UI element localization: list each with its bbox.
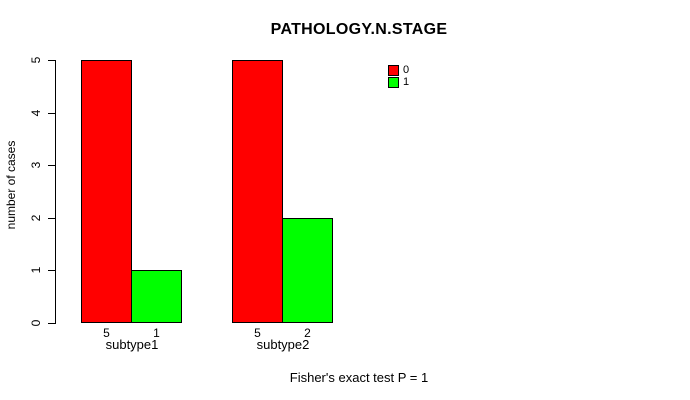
category-label-subtype2: subtype2: [256, 337, 310, 352]
legend-label: 0: [403, 64, 410, 76]
legend-item-0: 0: [388, 64, 409, 76]
legend-swatch-1: [388, 76, 399, 88]
y-axis-tick-label: 1: [29, 266, 43, 274]
category-label-subtype1: subtype1: [105, 337, 159, 352]
y-axis-tick: [48, 165, 55, 166]
bar-count-label: 5: [254, 326, 261, 340]
legend-swatch-0: [388, 64, 399, 76]
y-axis-tick: [48, 113, 55, 114]
bar-count-label: 5: [103, 326, 110, 340]
fisher-test-note: Fisher's exact test P = 1: [289, 370, 429, 385]
bar-subtype2-1: [282, 218, 333, 323]
y-axis-line: [55, 60, 56, 324]
bar-count-label: 1: [153, 326, 160, 340]
chart-title: PATHOLOGY.N.STAGE: [270, 21, 448, 38]
y-axis-tick-label: 5: [29, 56, 43, 64]
y-axis-tick-label: 0: [29, 319, 43, 327]
y-axis-tick-label: 2: [29, 214, 43, 222]
bar-count-label: 2: [304, 326, 311, 340]
legend-label: 1: [403, 76, 410, 88]
y-axis-tick-label: 4: [29, 109, 43, 117]
y-axis-tick: [48, 60, 55, 61]
y-axis-label: number of cases: [4, 140, 18, 230]
bar-subtype1-1: [131, 270, 182, 323]
y-axis-tick-label: 3: [29, 161, 43, 169]
y-axis-tick: [48, 323, 55, 324]
legend-item-1: 1: [388, 76, 409, 88]
y-axis-tick: [48, 270, 55, 271]
bar-subtype2-0: [232, 60, 283, 323]
bar-subtype1-0: [81, 60, 132, 323]
y-axis-tick: [48, 218, 55, 219]
